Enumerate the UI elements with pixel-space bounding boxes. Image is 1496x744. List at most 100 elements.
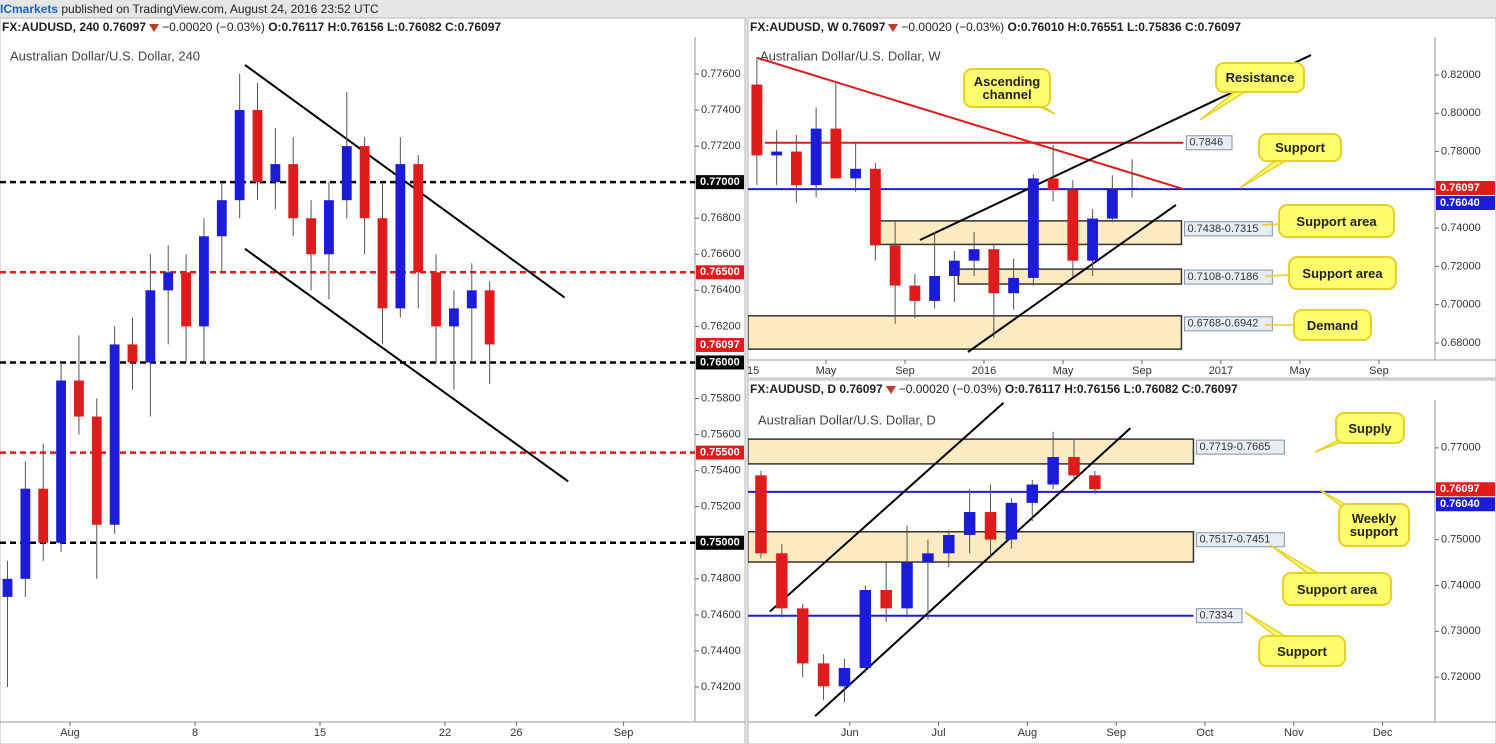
y-tick-label: 0.72000	[1441, 260, 1481, 272]
candle-body	[790, 151, 802, 186]
x-tick-label: 2015	[735, 365, 759, 377]
zone-tag-label: 0.6768-0.6942	[1187, 318, 1258, 330]
y-tick-label: 0.77200	[701, 140, 741, 152]
price-tag	[1436, 181, 1495, 196]
ohlc-label: L:0.76082	[386, 20, 442, 34]
change: −0.00020 (−0.03%)	[901, 20, 1005, 34]
candle-body	[324, 200, 334, 255]
panel-title: Australian Dollar/U.S. Dollar, W	[760, 48, 941, 63]
candle-body	[1089, 475, 1101, 490]
price-tag	[1436, 497, 1495, 512]
panel-header: FX:AUDUSD, 240 0.76097 −0.00020 (−0.03%) …	[2, 18, 501, 36]
change: −0.00020 (−0.03%)	[162, 20, 265, 34]
candle-body	[984, 512, 997, 540]
candle-body	[109, 344, 120, 525]
candle-body	[199, 236, 209, 327]
candle-body	[1027, 178, 1039, 278]
candle-body	[359, 146, 370, 219]
candle-body	[1068, 457, 1080, 476]
zone-tag-label: 0.7108-0.7186	[1187, 271, 1258, 283]
y-tick-label: 0.76800	[701, 212, 741, 224]
candle-body	[466, 290, 477, 309]
ohlc-label: O:0.76117	[1004, 382, 1061, 396]
candle-body	[1126, 187, 1138, 190]
trendline	[756, 56, 1184, 191]
candle-body	[74, 380, 84, 417]
y-tick-label: 0.76200	[701, 320, 741, 332]
x-tick-label: Sep	[895, 365, 915, 377]
x-tick-label: May	[1053, 365, 1074, 377]
y-tick-label: 0.75600	[701, 428, 741, 440]
ohlc-label: H:0.76156	[1064, 382, 1121, 396]
y-tick-label: 0.70000	[1441, 299, 1481, 311]
x-tick-label: Jun	[841, 727, 859, 739]
callout: Resistance	[1215, 62, 1305, 93]
x-tick-label: Aug	[60, 727, 80, 739]
candle-body	[968, 249, 980, 261]
ohlc-label: O:0.76117	[268, 20, 325, 34]
candle-body	[377, 218, 388, 309]
zone	[748, 438, 1195, 465]
y-tick-label: 0.75000	[1441, 533, 1481, 545]
candle-body	[145, 290, 156, 363]
publish-bar: ICmarkets published on TradingView.com, …	[0, 0, 379, 18]
x-tick-label: Aug	[1018, 727, 1038, 739]
candle-body	[449, 308, 459, 327]
plot	[0, 64, 695, 688]
candle-body	[1047, 178, 1059, 190]
candle-body	[20, 488, 31, 579]
down-arrow-shape	[888, 23, 899, 32]
price-tag-label: 0.75500	[700, 447, 740, 459]
candle-body	[163, 272, 174, 291]
price-tag	[696, 445, 744, 460]
callout: Supply	[1335, 412, 1405, 444]
x-tick-label: Sep	[1369, 365, 1389, 377]
x-tick-label: Sep	[1106, 727, 1126, 739]
down-arrow	[888, 23, 899, 32]
price-tag	[696, 535, 744, 550]
y-tick-label: 0.75200	[701, 501, 741, 513]
candle-body	[929, 276, 941, 301]
x-tick-label: 15	[314, 727, 326, 739]
candle-body	[869, 168, 881, 246]
zone-tag-label: 0.7517-0.7451	[1199, 534, 1270, 546]
brand[interactable]: ICmarkets	[0, 2, 59, 16]
panel-header: FX:AUDUSD, W 0.76097 −0.00020 (−0.03%) O:…	[750, 18, 1241, 36]
candle-body	[484, 290, 495, 345]
ohlc-label: L:0.76082	[1123, 382, 1179, 396]
ohlc-label: L:0.75836	[1126, 20, 1182, 34]
candle-body	[413, 164, 424, 273]
price-tag	[696, 337, 744, 352]
callout: Support area	[1288, 256, 1397, 290]
price-tag-label: 0.76000	[700, 356, 740, 368]
zone-tag	[1183, 221, 1273, 237]
candle-body	[1087, 218, 1099, 261]
symbol: FX:AUDUSD, 240	[2, 20, 100, 34]
panel-title: Australian Dollar/U.S. Dollar, D	[758, 412, 936, 427]
candle-body	[252, 110, 263, 183]
candle-body	[838, 667, 851, 687]
price-tag-label: 0.76097	[1440, 483, 1480, 495]
candle-body	[943, 534, 955, 554]
price-tag-label: 0.75000	[700, 537, 740, 549]
time-axis: Aug 8 15 22 26 Sep	[60, 722, 633, 739]
callout: Ascending channel	[963, 68, 1051, 108]
candle-body	[751, 84, 763, 156]
candle-body	[306, 218, 316, 255]
candle-body	[1067, 189, 1079, 261]
ohlc-label: O:0.76010	[1007, 20, 1065, 34]
y-tick-label: 0.74000	[1441, 579, 1481, 591]
candle-body	[127, 344, 138, 363]
down-arrow-shape	[149, 23, 160, 32]
last-price: 0.76097	[102, 20, 147, 34]
candle-body	[755, 475, 767, 554]
x-tick-label: 22	[439, 727, 451, 739]
candle-body	[948, 260, 960, 277]
x-tick-label: May	[816, 365, 837, 377]
candle-body	[771, 151, 783, 156]
publish-text: published on TradingView.com, August 24,…	[61, 2, 379, 16]
ohlc-label: C:0.76097	[445, 20, 502, 34]
plot	[748, 54, 1435, 353]
candle-body	[810, 128, 822, 186]
panel	[0, 17, 746, 744]
